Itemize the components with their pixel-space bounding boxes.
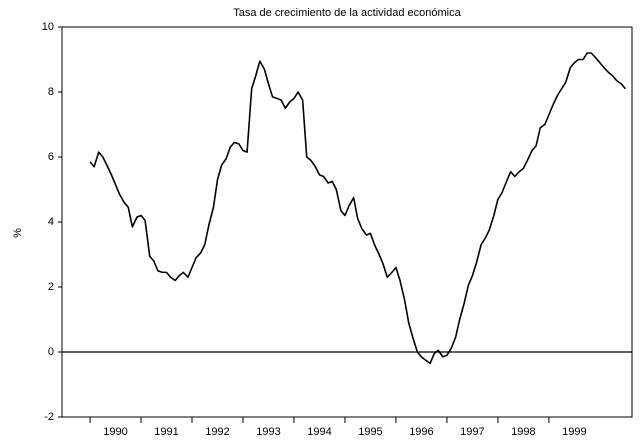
- y-tick-label: 6: [48, 151, 54, 163]
- y-tick-label: 8: [48, 86, 54, 98]
- x-tick-label: 1998: [511, 426, 535, 438]
- x-tick-label: 1990: [103, 426, 127, 438]
- x-tick-label: 1995: [358, 426, 382, 438]
- x-tick-label: 1992: [205, 426, 229, 438]
- x-tick-label: 1996: [409, 426, 433, 438]
- y-tick-label: 2: [48, 281, 54, 293]
- x-tick-label: 1997: [460, 426, 484, 438]
- y-tick-label: 0: [48, 346, 54, 358]
- x-tick-label: 1991: [154, 426, 178, 438]
- x-tick-label: 1999: [562, 426, 586, 438]
- x-tick-label: 1994: [307, 426, 331, 438]
- line-series: [89, 52, 626, 365]
- y-tick-label: -2: [44, 411, 54, 423]
- y-tick-label: 10: [42, 21, 54, 33]
- y-axis-label: %: [12, 228, 24, 238]
- chart-title: Tasa de crecimiento de la actividad econ…: [233, 7, 461, 19]
- x-tick-label: 1993: [256, 426, 280, 438]
- plot-frame: [61, 26, 633, 418]
- y-tick-label: 4: [48, 216, 54, 228]
